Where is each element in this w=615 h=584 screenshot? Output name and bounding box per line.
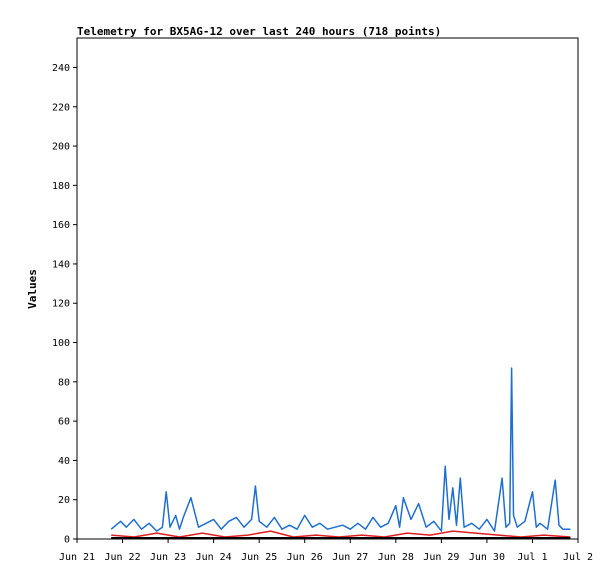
y-tick-label: 100 [52, 338, 70, 349]
y-tick-label: 160 [52, 220, 70, 231]
y-tick-label: 140 [52, 259, 70, 270]
blue-series-line [110, 367, 571, 532]
x-tick-label: Jun 25 [241, 552, 277, 563]
y-tick-label: 80 [58, 377, 70, 388]
x-tick-label: Jun 30 [469, 552, 505, 563]
y-tick-label: 200 [52, 142, 70, 153]
x-tick-label: Jun 21 [59, 552, 95, 563]
x-tick-label: Jul 1 [517, 552, 547, 563]
x-axis: Jun 21 Jun 22 Jun 23 Jun 24 Jun 25 Jun 26 Jun … [59, 539, 593, 563]
x-tick-label: Jun 22 [104, 552, 140, 563]
x-tick-label: Jul 2 [563, 552, 593, 563]
y-tick-label: 240 [52, 63, 70, 74]
chart-title: Telemetry for BX5AG-12 over last 240 hou… [77, 25, 441, 38]
red-series-line [111, 530, 571, 538]
x-tick-label: Jun 24 [196, 552, 232, 563]
y-tick-label: 180 [52, 181, 70, 192]
series-layer [110, 367, 571, 539]
plot-frame [76, 37, 579, 540]
y-tick-label: 0 [64, 535, 70, 546]
x-tick-label: Jun 23 [150, 552, 186, 563]
y-axis-label: Values [26, 269, 39, 309]
y-tick-label: 20 [58, 495, 70, 506]
x-tick-label: Jun 29 [423, 552, 459, 563]
x-tick-label: Jun 26 [287, 552, 323, 563]
y-tick-label: 40 [58, 456, 70, 467]
x-tick-label: Jun 27 [332, 552, 368, 563]
x-tick-label: Jun 28 [378, 552, 414, 563]
y-tick-label: 120 [52, 299, 70, 310]
y-axis: 0 20 40 60 80 100 120 140 160 180 200 220 240 [52, 63, 77, 546]
y-tick-label: 60 [58, 417, 70, 428]
y-tick-label: 220 [52, 102, 70, 113]
